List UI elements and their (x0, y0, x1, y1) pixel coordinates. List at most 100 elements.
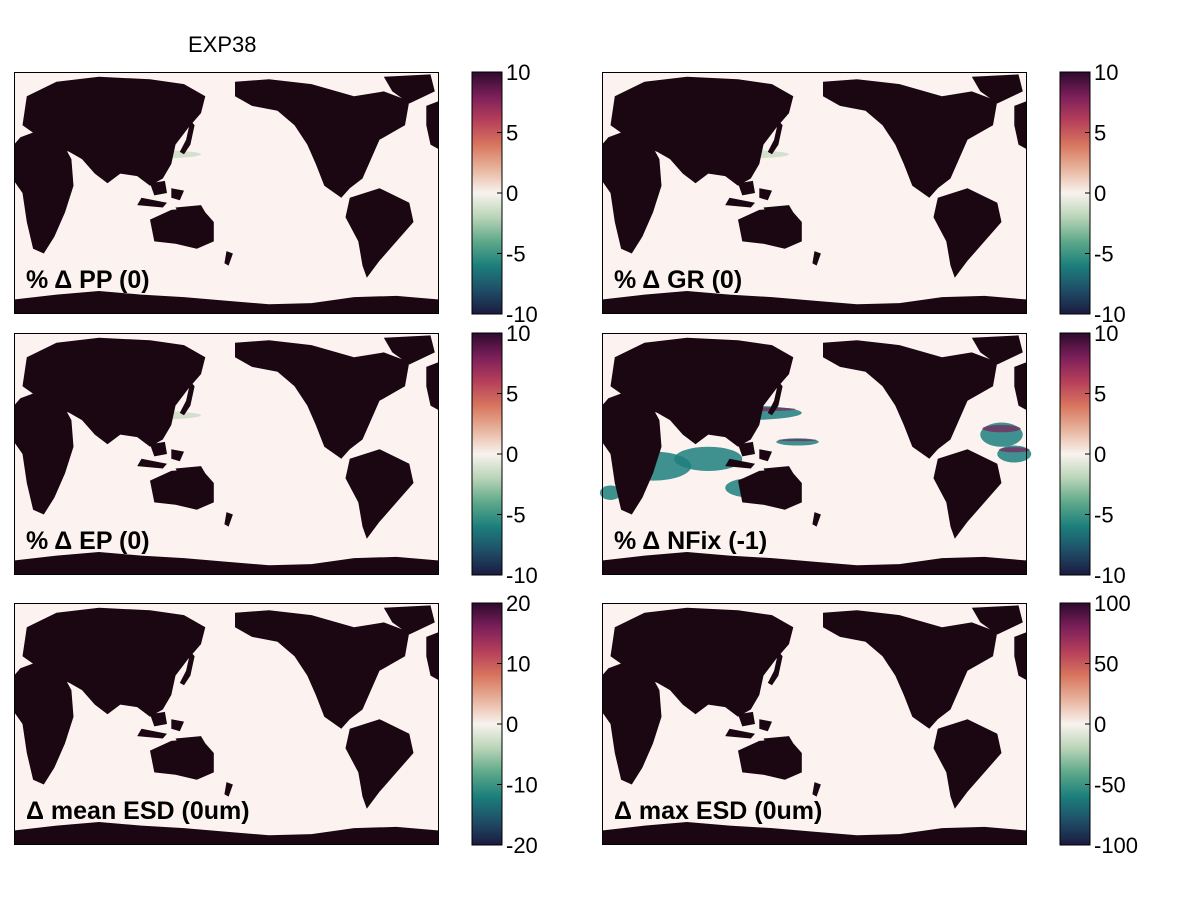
land-mass (150, 711, 167, 727)
land-mass (14, 291, 439, 314)
land-mass (767, 381, 783, 416)
land-mass (610, 607, 794, 717)
map-frame (14, 333, 439, 575)
panel-label: % Δ PP (0) (26, 266, 150, 294)
colorbar-gradient (471, 71, 503, 315)
panel-label: Δ mean ESD (0um) (26, 797, 250, 825)
land-mass (823, 610, 998, 729)
map-frame (602, 333, 1027, 575)
map-frame (602, 603, 1027, 845)
panel-6: Δ max ESD (0um) (602, 603, 1027, 845)
colorbar-tick-label: -10 (506, 563, 538, 588)
land-mass (933, 188, 1002, 278)
land-mass (759, 719, 772, 732)
colorbar-tick-label: 10 (506, 60, 530, 85)
land-mass (725, 458, 755, 469)
land-mass (150, 468, 214, 510)
land-mass (224, 251, 233, 266)
colorbar-5: 20 10 0 -10 -20 (471, 591, 538, 858)
land-mass (150, 180, 167, 196)
colorbar-tick-label: 5 (506, 121, 518, 146)
land-mass (971, 74, 1023, 104)
land-mass (971, 605, 1023, 635)
panel-5: Δ mean ESD (0um) (14, 603, 439, 845)
land-mass (22, 607, 206, 717)
land-mass (345, 719, 414, 809)
map-frame (14, 72, 439, 314)
anomaly-patch (674, 446, 743, 471)
land-mass (738, 207, 802, 249)
colorbar-tick-label: 10 (506, 652, 530, 677)
colorbar-tick-label: -10 (506, 302, 538, 327)
colorbar-tick-label: 0 (506, 442, 518, 467)
land-mass (426, 632, 439, 681)
land-mass (235, 79, 410, 198)
land-mass (610, 337, 794, 447)
colorbar-3: 10 5 0 -5 -10 (471, 321, 538, 588)
colorbar-tick-label: -10 (1094, 302, 1126, 327)
land-mass (426, 362, 439, 411)
land-mass (383, 74, 435, 104)
panel-label: Δ max ESD (0um) (614, 797, 822, 825)
land-mass (812, 512, 821, 527)
colorbar-tick-label: 0 (1094, 442, 1106, 467)
land-mass (738, 180, 755, 196)
colorbar-tick-label: 50 (1094, 652, 1118, 677)
land-mass (602, 822, 1027, 845)
colorbar-tick-label: 5 (506, 382, 518, 407)
colorbar-tick-label: 0 (1094, 712, 1106, 737)
land-mass (383, 335, 435, 365)
land-mass (738, 441, 755, 457)
colorbar-tick-label: 5 (1094, 382, 1106, 407)
colorbar-tick-label: -5 (1094, 503, 1114, 528)
land-mass (1014, 101, 1027, 150)
land-mass (725, 728, 755, 739)
land-mass (345, 188, 414, 278)
colorbar-tick-label: 10 (506, 321, 530, 346)
land-mass (759, 188, 772, 201)
land-mass (933, 719, 1002, 809)
anomaly-patch (778, 438, 817, 442)
land-mass (171, 449, 184, 462)
land-mass (14, 661, 74, 785)
figure-title: EXP38 (188, 32, 257, 57)
colorbar-tick-label: 0 (506, 712, 518, 737)
land-mass (14, 130, 74, 254)
land-mass (812, 782, 821, 797)
colorbar-tick-label: 10 (1094, 321, 1118, 346)
land-mass (179, 381, 195, 416)
colorbar-tick-label: -50 (1094, 773, 1126, 798)
land-mass (383, 605, 435, 635)
land-mass (137, 458, 167, 469)
colorbar-6: 100 50 0 -50 -100 (1059, 591, 1138, 858)
land-mass (738, 468, 802, 510)
anomaly-patch (982, 424, 1021, 433)
land-mass (823, 79, 998, 198)
land-mass (14, 552, 439, 575)
colorbar-tick-label: 0 (1094, 181, 1106, 206)
land-mass (1014, 632, 1027, 681)
colorbar-tick-label: 20 (506, 591, 530, 616)
colorbar-4: 10 5 0 -5 -10 (1059, 321, 1126, 588)
land-mass (235, 340, 410, 459)
land-mass (179, 651, 195, 686)
colorbar-tick-label: -5 (506, 503, 526, 528)
land-mass (179, 120, 195, 155)
panel-label: % Δ EP (0) (26, 527, 150, 555)
land-mass (610, 76, 794, 186)
land-mass (150, 207, 214, 249)
land-mass (738, 738, 802, 780)
land-mass (171, 188, 184, 201)
land-mass (602, 130, 662, 254)
land-mass (767, 120, 783, 155)
panel-2: % Δ GR (0) (602, 72, 1027, 314)
land-mass (235, 610, 410, 729)
land-mass (602, 661, 662, 785)
colorbar-tick-label: -100 (1094, 833, 1138, 858)
colorbar-tick-label: -10 (1094, 563, 1126, 588)
panel-1: % Δ PP (0) (14, 72, 439, 314)
map-frame (602, 72, 1027, 314)
land-mass (171, 719, 184, 732)
land-mass (14, 391, 74, 515)
